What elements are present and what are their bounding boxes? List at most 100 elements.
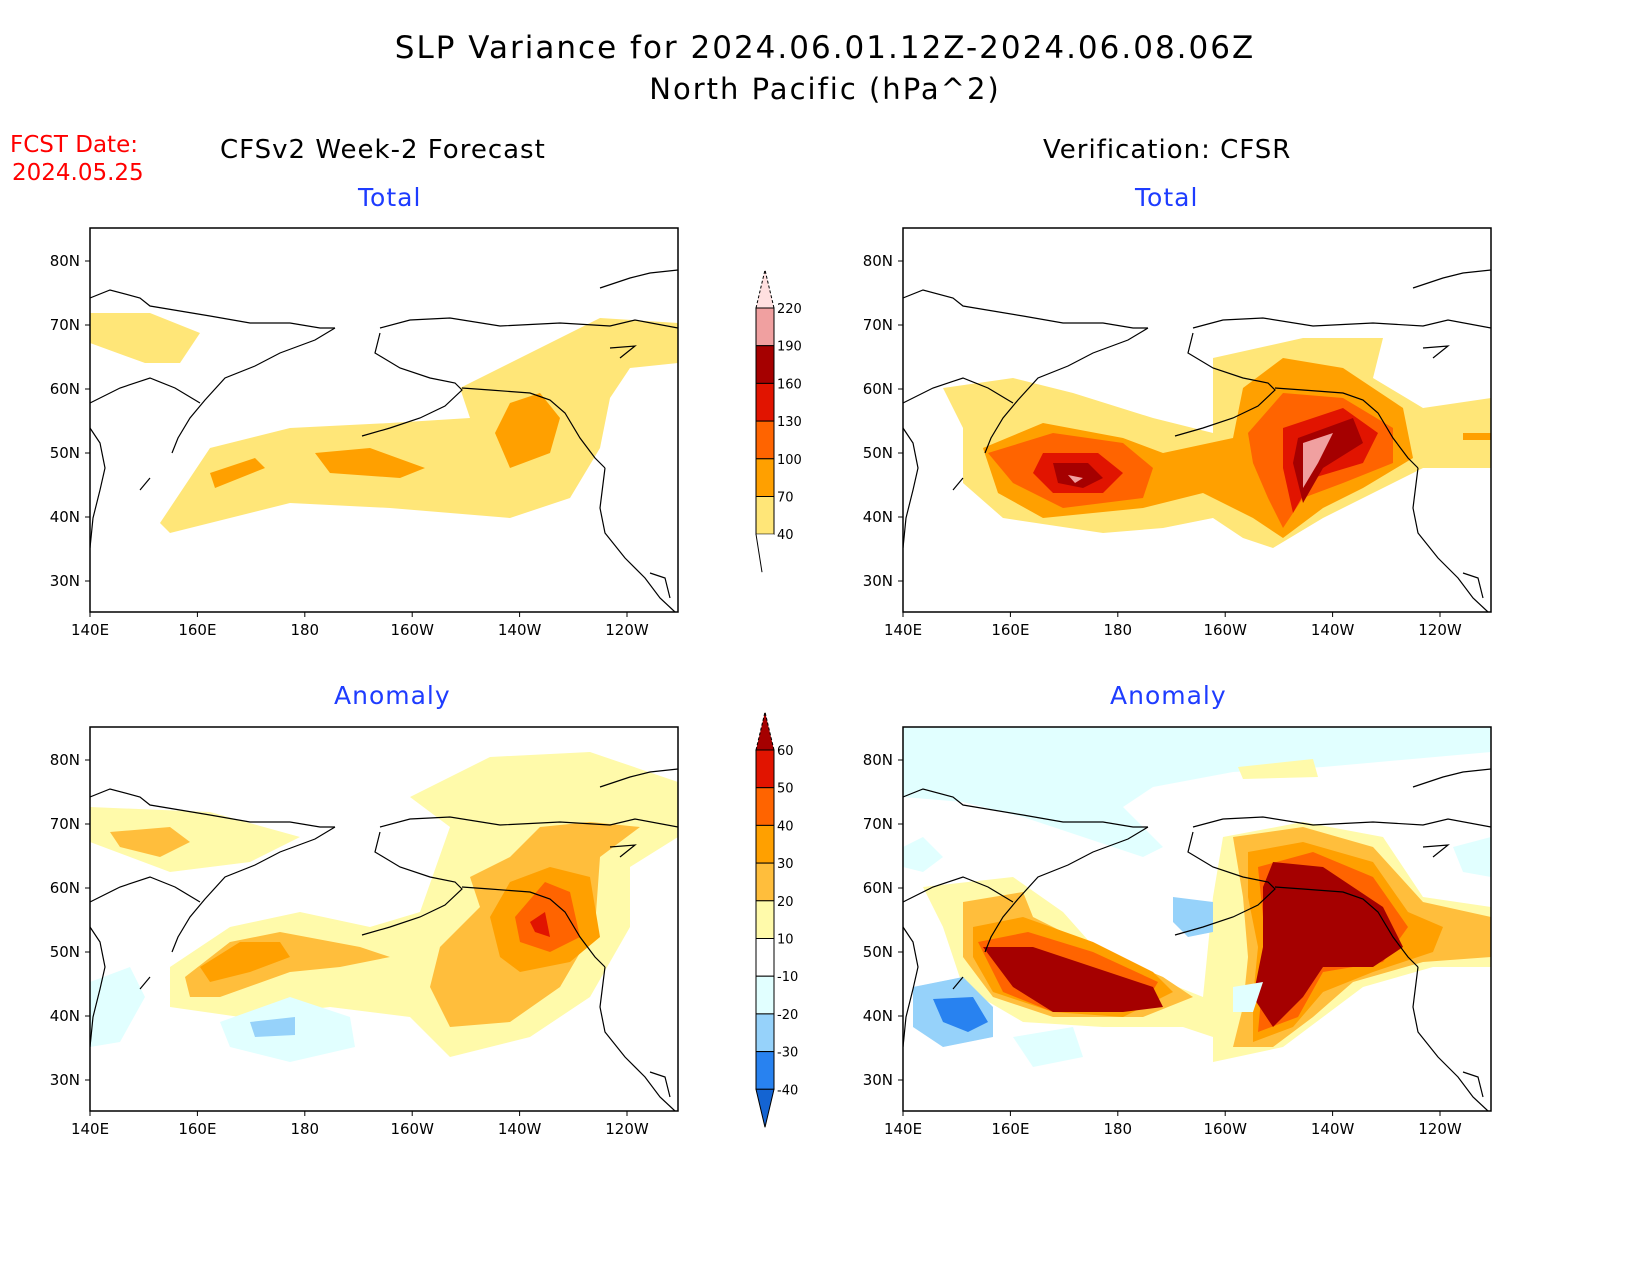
colorbar-swatch [755, 1013, 775, 1053]
lat-tick-label: 30N [50, 1071, 80, 1089]
colorbar-label: -10 [777, 970, 798, 985]
fcst-date-value: 2024.05.25 [12, 160, 144, 186]
contour-region [1293, 418, 1363, 503]
map-frame [902, 227, 1492, 613]
lon-tick-label: 120W [1418, 621, 1462, 639]
contour-region [1453, 837, 1491, 877]
colorbar-label: 40 [777, 819, 794, 834]
colorbar-label: 100 [777, 453, 802, 468]
contour-region [200, 942, 290, 982]
lat-tick-label: 60N [863, 380, 893, 398]
verification-anomaly-map: 140E 160E 180 160W 140W 120W 80N 70N 60N 50N 40N 30… [863, 726, 1492, 1138]
verification-total-label: Total [1135, 183, 1199, 212]
lon-tick-label: 180 [290, 621, 319, 639]
contour-region [515, 882, 580, 952]
colorbar-label: -40 [777, 1083, 798, 1098]
lat-tick-label: 40N [863, 508, 893, 526]
colorbar-label: 60 [777, 744, 794, 759]
colorbar-label: -20 [777, 1008, 798, 1023]
lon-tick-label: 160W [1203, 621, 1247, 639]
lon-tick-label: 140E [884, 621, 922, 639]
map-frame [89, 726, 679, 1112]
lat-tick-label: 50N [863, 444, 893, 462]
colorbar-label: -30 [777, 1046, 798, 1061]
contour-region [160, 318, 678, 533]
colorbar-arrow-bottom [756, 534, 774, 573]
lon-tick-label: 140W [1311, 621, 1355, 639]
lon-tick-label: 120W [605, 621, 649, 639]
contour-region [1463, 433, 1491, 440]
forecast-total-label: Total [358, 183, 422, 212]
contour-region [1303, 433, 1333, 488]
colorbar-swatch [755, 824, 775, 864]
colorbar-arrow-top [755, 711, 775, 751]
contour-region [495, 393, 560, 468]
contour-region [983, 947, 1163, 1012]
lon-tick-label: 160E [991, 1120, 1029, 1138]
total-colorbar: 220 190 160 130 100 70 40 [755, 269, 802, 573]
map-frame [89, 227, 679, 613]
colorbar-label: 160 [777, 377, 802, 392]
lon-tick-label: 140E [71, 621, 109, 639]
lon-tick-label: 140E [884, 1120, 922, 1138]
lon-tick-label: 140W [1311, 1120, 1355, 1138]
lat-tick-label: 70N [50, 815, 80, 833]
lon-tick-label: 120W [1418, 1120, 1462, 1138]
lon-tick-label: 160E [991, 621, 1029, 639]
verification-anomaly-label: Anomaly [1110, 681, 1227, 710]
contour-region [110, 827, 190, 857]
lon-tick-label: 140W [498, 621, 542, 639]
contour-region [315, 448, 425, 478]
colorbar-label: 10 [777, 933, 794, 948]
lon-tick-label: 120W [605, 1120, 649, 1138]
lat-tick-label: 80N [863, 252, 893, 270]
lat-tick-label: 50N [50, 943, 80, 961]
lon-tick-label: 160W [390, 1120, 434, 1138]
contour-region [170, 752, 678, 1057]
figure-subtitle: North Pacific (hPa^2) [649, 72, 1001, 106]
contour-region [903, 837, 943, 872]
colorbar-label: 220 [777, 302, 802, 317]
lat-tick-label: 30N [863, 1071, 893, 1089]
contour-region [1233, 982, 1263, 1012]
lon-tick-label: 180 [1103, 1120, 1132, 1138]
colorbar-swatch [755, 749, 775, 789]
colorbar-label: 50 [777, 782, 794, 797]
contour-region [1013, 1027, 1083, 1067]
contour-region [210, 458, 265, 488]
colorbar-swatch [755, 458, 775, 497]
lat-tick-label: 80N [50, 252, 80, 270]
lat-tick-label: 50N [863, 943, 893, 961]
contour-region [903, 727, 1491, 857]
lat-tick-label: 40N [50, 508, 80, 526]
colorbar-arrow-top [755, 269, 775, 309]
verification-total-map: 140E 160E 180 160W 140W 120W 80N 70N 60N 50N 40N 30… [863, 227, 1492, 639]
colorbar-arrow-bottom [755, 1088, 775, 1128]
contour-region [1238, 759, 1318, 779]
colorbar-swatch [755, 787, 775, 826]
contour-region [90, 313, 200, 363]
contour-region [90, 807, 300, 872]
lat-tick-label: 70N [50, 316, 80, 334]
lat-tick-label: 80N [50, 751, 80, 769]
colorbar-label: 70 [777, 491, 794, 506]
contour-region [1068, 475, 1083, 483]
colorbar-label: 20 [777, 895, 794, 910]
map-frame [902, 726, 1492, 1112]
contour-region [933, 997, 988, 1032]
colorbar-swatch [755, 496, 775, 535]
colorbar-label: 190 [777, 340, 802, 355]
lon-tick-label: 180 [1103, 621, 1132, 639]
verification-heading: Verification: CFSR [1043, 135, 1292, 165]
forecast-heading: CFSv2 Week-2 Forecast [220, 135, 546, 165]
contour-region [250, 1017, 295, 1037]
colorbar-swatch [755, 938, 775, 977]
lon-tick-label: 160W [1203, 1120, 1247, 1138]
lat-tick-label: 70N [863, 815, 893, 833]
lat-tick-label: 50N [50, 444, 80, 462]
colorbar-label: 130 [777, 415, 802, 430]
contour-region [530, 912, 550, 937]
colorbar-swatch [755, 420, 775, 460]
